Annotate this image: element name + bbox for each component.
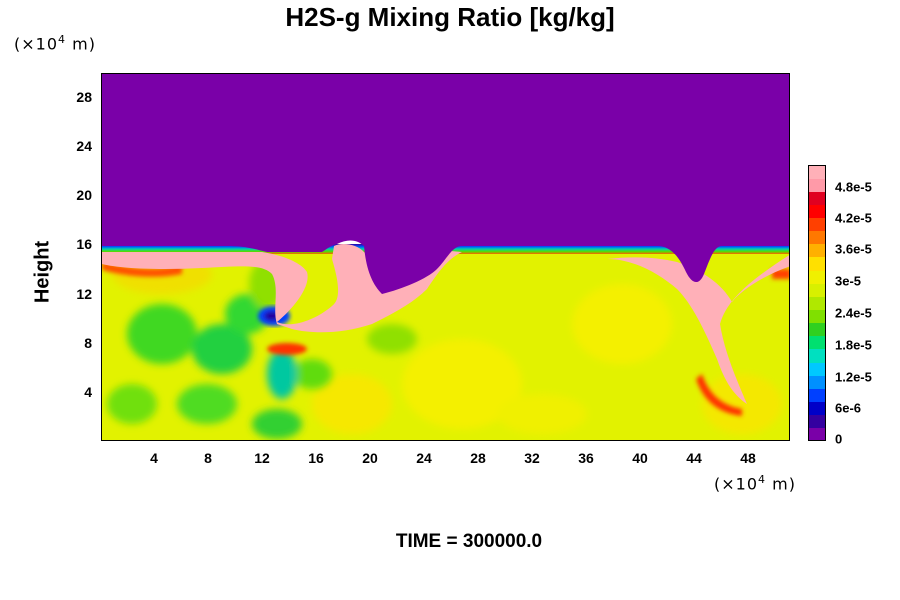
colorbar-segment [809, 427, 825, 440]
x-tick-label: 32 [524, 450, 540, 466]
colorbar-segment [809, 166, 825, 179]
colorbar-segment [809, 178, 825, 192]
y-axis-label: Height [31, 240, 54, 304]
colorbar-segment [809, 270, 825, 284]
colorbar-segment [809, 309, 825, 324]
colorbar-segment [809, 230, 825, 245]
x-tick-label: 44 [686, 450, 702, 466]
colorbar-segment [809, 257, 825, 271]
x-tick-label: 36 [578, 450, 594, 466]
colorbar-segment [809, 322, 825, 337]
colorbar-label: 6e-6 [835, 400, 862, 416]
colorbar-label: 2.4e-5 [835, 305, 872, 321]
colorbar-segment [809, 362, 825, 376]
purple-upper-region [102, 74, 789, 294]
colorbar-segment [809, 296, 825, 311]
colorbar-segment [809, 283, 825, 297]
y-tick-label: 8 [84, 335, 92, 351]
colorbar-label: 1.2e-5 [835, 369, 872, 385]
colorbar-segment [809, 388, 825, 403]
heatmap-field [102, 74, 789, 440]
colorbar-label: 1.8e-5 [835, 337, 872, 353]
x-tick-label: 12 [254, 450, 270, 466]
colorbar-label: 0 [835, 431, 843, 447]
colorbar-label: 3.6e-5 [835, 241, 872, 257]
heatmap-plot-area [101, 73, 790, 441]
x-axis-unit: (×104 m) [714, 473, 796, 494]
y-tick-label: 20 [76, 187, 92, 203]
x-tick-label: 4 [150, 450, 158, 466]
colorbar-label: 3e-5 [835, 273, 862, 289]
x-tick-label: 24 [416, 450, 432, 466]
colorbar-segment [809, 349, 825, 363]
time-footer: TIME = 300000.0 [395, 531, 543, 552]
x-tick-label: 40 [632, 450, 648, 466]
colorbar-segment [809, 414, 825, 429]
y-axis-unit: (×104 m) [14, 33, 96, 54]
colorbar-segment [809, 375, 825, 389]
yellow-patches [112, 254, 782, 434]
colorbar-segment [809, 204, 825, 219]
orange-red-edges [102, 262, 789, 416]
y-tick-label: 12 [76, 286, 92, 302]
chart-title: H2S-g Mixing Ratio [kg/kg] [285, 2, 615, 32]
x-tick-label: 48 [740, 450, 756, 466]
colorbar-segment [809, 243, 825, 258]
y-tick-label: 28 [76, 89, 92, 105]
colorbar-label: 4.2e-5 [835, 210, 872, 226]
x-tick-label: 16 [308, 450, 324, 466]
x-tick-label: 20 [362, 450, 378, 466]
y-tick-label: 16 [76, 236, 92, 252]
colorbar-segment [809, 401, 825, 416]
colorbar-segment [809, 335, 825, 350]
colorbar-segment [809, 217, 825, 232]
colorbar-segment [809, 191, 825, 205]
colorbar [808, 165, 826, 441]
colorbar-label: 4.8e-5 [835, 179, 872, 195]
y-tick-label: 24 [76, 138, 92, 154]
y-tick-label: 4 [84, 384, 92, 400]
x-tick-label: 8 [204, 450, 212, 466]
x-tick-label: 28 [470, 450, 486, 466]
